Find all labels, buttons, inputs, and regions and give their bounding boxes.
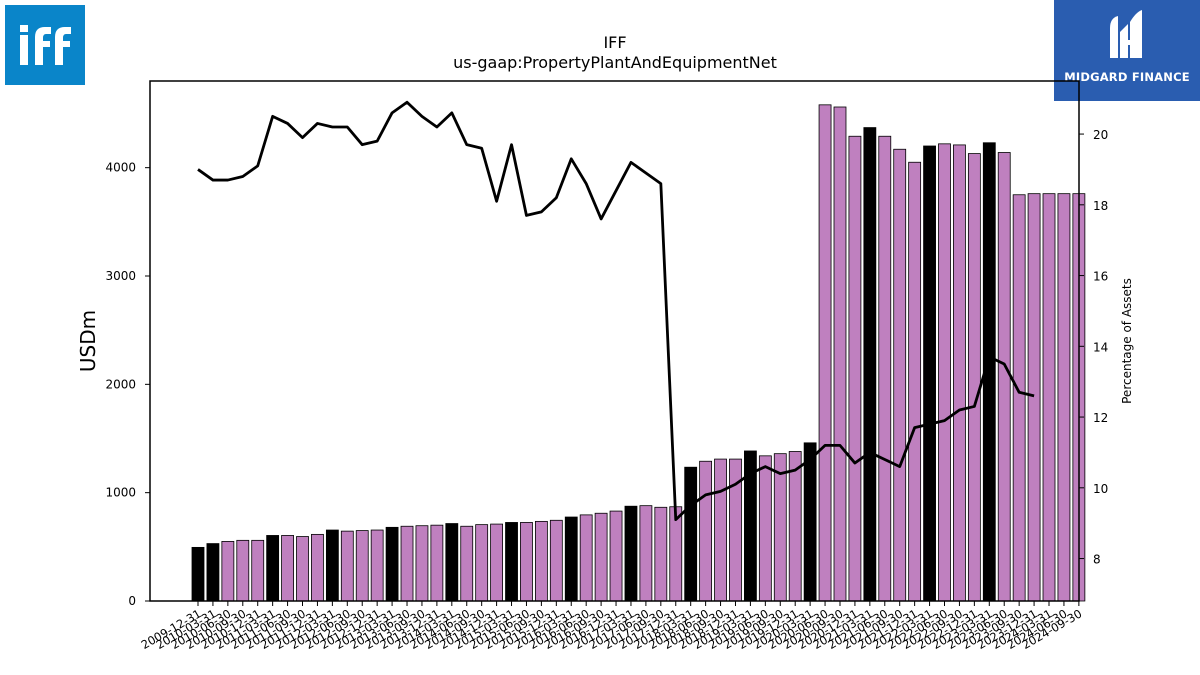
line-layer: [197, 100, 1035, 522]
bar-2011-06-30: [281, 535, 294, 602]
bar-2014-09-30: [475, 524, 489, 602]
bar-2014-03-31: [445, 523, 459, 602]
bar-2010-12-31: [251, 539, 265, 602]
bar-2017-03-31: [624, 505, 638, 602]
bar-2010-09-30: [236, 539, 250, 602]
x-axis: 2009-12-312010-03-312010-06-302010-09-30…: [139, 601, 1084, 652]
bar-2023-06-30: [997, 152, 1011, 602]
bar-2019-09-30: [773, 453, 787, 602]
bar-2015-09-30: [534, 520, 548, 602]
bar-2021-12-31: [908, 161, 922, 602]
bar-2019-06-30: [758, 455, 772, 602]
bar-2024-03-31: [1042, 193, 1056, 602]
y-tick-label: 0: [128, 594, 136, 608]
bar-2020-03-31: [803, 442, 817, 602]
bar-2011-12-31: [311, 533, 324, 602]
bar-2023-09-30: [1012, 194, 1026, 602]
bar-2020-06-30: [818, 104, 832, 602]
bar-2017-06-30: [639, 505, 653, 602]
bar-2011-09-30: [296, 536, 309, 602]
bar-2010-06-30: [221, 541, 235, 602]
bar-2014-06-30: [460, 525, 474, 602]
y-axis-left: 0 1000 2000 3000 4000: [105, 161, 150, 608]
bar-2019-12-31: [788, 451, 802, 602]
bar-2012-06-30: [340, 530, 354, 602]
y-axis-label: USDm: [76, 310, 100, 372]
bar-2012-09-30: [355, 530, 369, 602]
bar-2013-12-31: [430, 524, 444, 602]
bar-2012-03-31: [325, 529, 339, 602]
y2-tick-label: 20: [1093, 128, 1108, 142]
bar-2015-03-31: [505, 522, 518, 602]
bar-2018-06-30: [699, 460, 713, 602]
bar-2016-03-31: [564, 516, 578, 602]
bar-2021-06-30: [878, 135, 892, 602]
bar-2021-03-31: [863, 127, 877, 602]
bar-2022-03-31: [923, 145, 936, 602]
y2-axis-label: Percentage of Assets: [1120, 278, 1134, 404]
chart-title: IFF: [603, 33, 626, 52]
bar-2015-06-30: [520, 522, 533, 602]
bar-2022-12-31: [967, 153, 981, 602]
bar-2010-03-31: [206, 543, 220, 602]
bar-2014-12-31: [490, 523, 504, 602]
y2-tick-label: 18: [1093, 199, 1108, 213]
bar-2018-03-31: [684, 466, 698, 602]
bar-2016-09-30: [594, 512, 608, 602]
chart-subtitle: us-gaap:PropertyPlantAndEquipmentNet: [453, 53, 777, 72]
bars-layer: [191, 104, 1086, 602]
bar-2022-06-30: [938, 143, 951, 602]
bar-2020-12-31: [848, 135, 862, 602]
bar-2011-03-31: [266, 535, 280, 602]
y-tick-label: 2000: [105, 377, 136, 391]
bar-2017-09-30: [654, 506, 668, 602]
midgard-finance-wordmark: MIDGARD FINANCE: [1064, 70, 1190, 84]
y-tick-label: 4000: [105, 161, 136, 175]
bar-2016-06-30: [579, 514, 593, 602]
y2-tick-label: 12: [1093, 411, 1108, 425]
percentage-of-assets-line: [197, 100, 1035, 522]
bar-2013-09-30: [415, 525, 429, 602]
bar-2015-12-31: [549, 519, 563, 602]
y2-tick-label: 14: [1093, 340, 1108, 354]
bar-2016-12-31: [609, 510, 623, 602]
iff-logo: [5, 5, 85, 85]
bar-2024-06-30: [1057, 193, 1071, 602]
midgard-logo-mark: [1110, 10, 1142, 58]
y-tick-label: 3000: [105, 269, 136, 283]
bar-2020-09-30: [833, 106, 847, 602]
plot-frame: [149, 80, 1080, 602]
bar-2021-09-30: [893, 148, 907, 602]
y-axis-right: 8 10 12 14 16 18 20: [1079, 128, 1108, 567]
bar-2022-09-30: [953, 144, 966, 602]
y2-tick-label: 8: [1093, 553, 1101, 567]
y2-tick-label: 10: [1093, 482, 1108, 496]
y2-tick-label: 16: [1093, 270, 1108, 284]
bar-2018-09-30: [714, 458, 727, 602]
iff-logo-mark: [20, 25, 71, 65]
y-tick-label: 1000: [105, 486, 136, 500]
bar-2013-03-31: [385, 526, 399, 602]
bar-2013-06-30: [400, 525, 414, 602]
bar-2009-12-31: [191, 546, 205, 602]
bar-2012-12-31: [370, 529, 384, 602]
bar-2023-12-31: [1027, 193, 1041, 602]
